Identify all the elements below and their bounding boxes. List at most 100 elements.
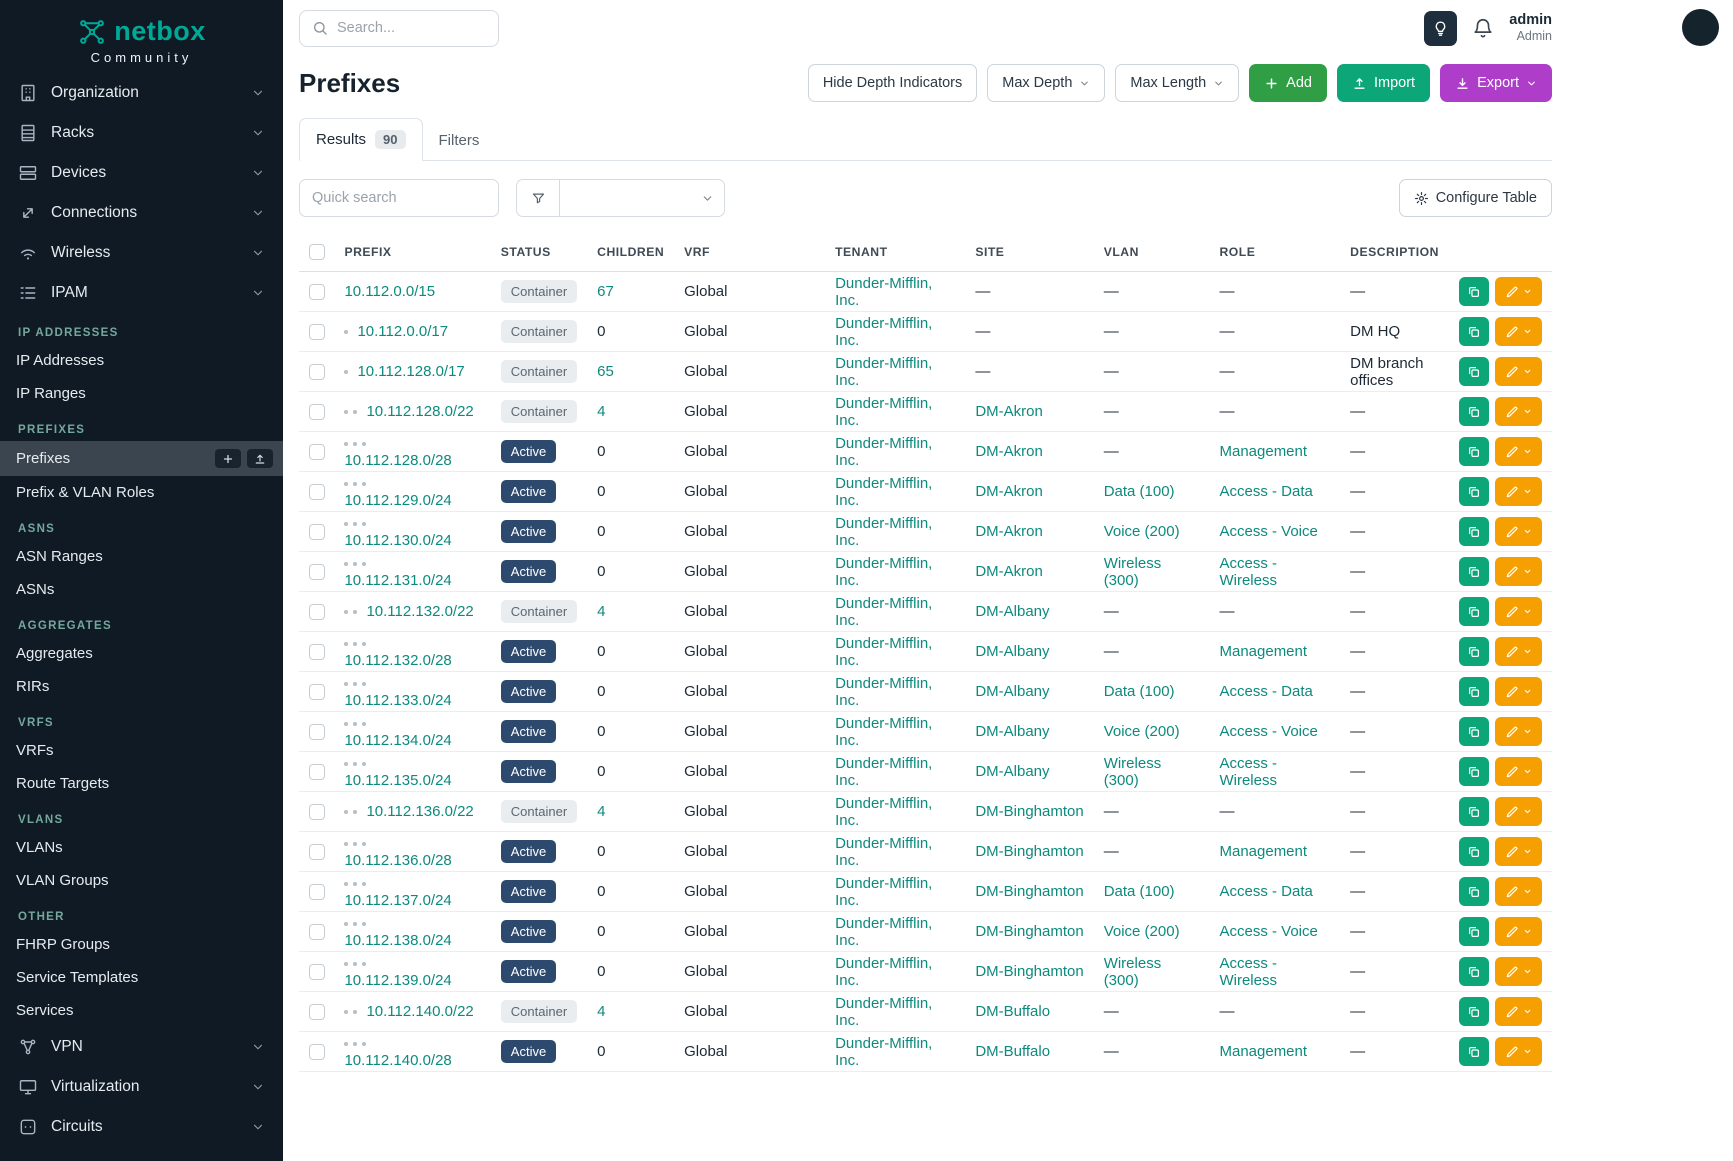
role-link[interactable]: Management (1219, 443, 1308, 460)
prefix-link[interactable]: 10.112.140.0/22 (366, 1003, 474, 1020)
prefix-link[interactable]: 10.112.130.0/24 (344, 531, 452, 549)
copy-button[interactable] (1459, 677, 1489, 706)
prefix-link[interactable]: 10.112.138.0/24 (344, 931, 452, 949)
column-header-children[interactable]: CHILDREN (587, 233, 675, 272)
role-link[interactable]: Management (1219, 643, 1308, 660)
row-checkbox[interactable] (309, 443, 325, 460)
row-checkbox[interactable] (309, 323, 325, 340)
edit-button[interactable] (1495, 1037, 1542, 1066)
notifications-button[interactable] (1472, 17, 1494, 39)
copy-button[interactable] (1459, 637, 1489, 666)
copy-button[interactable] (1459, 317, 1489, 346)
copy-button[interactable] (1459, 437, 1489, 466)
site-link[interactable]: DM-Albany (975, 763, 1050, 780)
max-depth-dropdown[interactable]: Max Depth (987, 64, 1106, 102)
role-link[interactable]: Access - Data (1219, 683, 1313, 700)
prefix-link[interactable]: 10.112.135.0/24 (344, 771, 452, 789)
saved-filter-select[interactable] (559, 179, 725, 217)
site-link[interactable]: DM-Binghamton (975, 883, 1084, 900)
copy-button[interactable] (1459, 877, 1489, 906)
tenant-link[interactable]: Dunder-Mifflin, Inc. (835, 274, 933, 309)
copy-button[interactable] (1459, 597, 1489, 626)
vlan-link[interactable]: Voice (200) (1103, 723, 1180, 740)
sidebar-item-vlan-groups[interactable]: VLAN Groups (0, 864, 283, 897)
site-link[interactable]: DM-Buffalo (975, 1043, 1051, 1060)
edit-button[interactable] (1495, 717, 1542, 746)
children-link[interactable]: 67 (597, 283, 614, 300)
row-checkbox[interactable] (309, 603, 325, 620)
row-checkbox[interactable] (309, 563, 325, 580)
copy-button[interactable] (1459, 1037, 1489, 1066)
site-link[interactable]: DM-Albany (975, 723, 1050, 740)
prefix-link[interactable]: 10.112.136.0/28 (344, 851, 452, 869)
copy-button[interactable] (1459, 477, 1489, 506)
prefix-link[interactable]: 10.112.136.0/22 (366, 803, 474, 820)
sidebar-item-rirs[interactable]: RIRs (0, 670, 283, 703)
global-search[interactable] (299, 9, 499, 47)
row-checkbox[interactable] (309, 963, 325, 980)
configure-table-button[interactable]: Configure Table (1398, 179, 1552, 217)
row-checkbox[interactable] (309, 883, 325, 900)
site-link[interactable]: DM-Binghamton (975, 843, 1084, 860)
site-link[interactable]: DM-Buffalo (975, 1003, 1051, 1020)
sidebar-item-ip-addresses[interactable]: IP Addresses (0, 344, 283, 377)
search-input[interactable] (337, 20, 486, 36)
copy-button[interactable] (1459, 357, 1489, 386)
edit-button[interactable] (1495, 397, 1542, 426)
tab-results[interactable]: Results 90 (299, 118, 423, 161)
row-checkbox[interactable] (309, 723, 325, 740)
children-link[interactable]: 4 (597, 1003, 606, 1020)
role-link[interactable]: Management (1219, 843, 1308, 860)
vlan-link[interactable]: Wireless (300) (1103, 754, 1162, 789)
add-button[interactable]: Add (1249, 64, 1327, 102)
edit-button[interactable] (1495, 757, 1542, 786)
column-header-description[interactable]: DESCRIPTION (1340, 233, 1449, 272)
theme-toggle-button[interactable] (1424, 10, 1458, 46)
role-link[interactable]: Access - Voice (1219, 923, 1318, 940)
tenant-link[interactable]: Dunder-Mifflin, Inc. (835, 394, 933, 429)
quick-add-button[interactable] (215, 449, 241, 468)
sidebar-item-circuits[interactable]: Circuits (0, 1107, 283, 1147)
sidebar-item-asns[interactable]: ASNs (0, 573, 283, 606)
tenant-link[interactable]: Dunder-Mifflin, Inc. (835, 794, 933, 829)
vlan-link[interactable]: Data (100) (1103, 483, 1175, 500)
role-link[interactable]: Access - Voice (1219, 723, 1318, 740)
sidebar-item-route-targets[interactable]: Route Targets (0, 767, 283, 800)
edit-button[interactable] (1495, 837, 1542, 866)
role-link[interactable]: Management (1219, 1043, 1308, 1060)
row-checkbox[interactable] (309, 283, 325, 300)
site-link[interactable]: DM-Akron (975, 483, 1043, 500)
prefix-link[interactable]: 10.112.137.0/24 (344, 891, 452, 909)
sidebar-item-services[interactable]: Services (0, 994, 283, 1027)
copy-button[interactable] (1459, 917, 1489, 946)
prefix-link[interactable]: 10.112.129.0/24 (344, 491, 452, 509)
prefix-link[interactable]: 10.112.140.0/28 (344, 1051, 452, 1069)
role-link[interactable]: Access - Wireless (1219, 554, 1277, 589)
row-checkbox[interactable] (309, 683, 325, 700)
row-checkbox[interactable] (309, 803, 325, 820)
row-checkbox[interactable] (309, 923, 325, 940)
vlan-link[interactable]: Voice (200) (1103, 523, 1180, 540)
sidebar-item-connections[interactable]: Connections (0, 193, 283, 233)
import-button[interactable]: Import (1336, 64, 1431, 102)
prefix-link[interactable]: 10.112.132.0/22 (366, 603, 474, 620)
copy-button[interactable] (1459, 717, 1489, 746)
column-header-prefix[interactable]: PREFIX (334, 233, 491, 272)
select-all-checkbox[interactable] (309, 244, 325, 260)
row-checkbox[interactable] (309, 1003, 325, 1020)
user-menu[interactable]: admin Admin (1509, 12, 1552, 44)
copy-button[interactable] (1459, 997, 1489, 1026)
tenant-link[interactable]: Dunder-Mifflin, Inc. (835, 874, 933, 909)
copy-button[interactable] (1459, 517, 1489, 546)
copy-button[interactable] (1459, 797, 1489, 826)
site-link[interactable]: DM-Akron (975, 403, 1043, 420)
tenant-link[interactable]: Dunder-Mifflin, Inc. (835, 994, 933, 1029)
row-checkbox[interactable] (309, 523, 325, 540)
tenant-link[interactable]: Dunder-Mifflin, Inc. (835, 714, 933, 749)
sidebar-item-aggregates[interactable]: Aggregates (0, 637, 283, 670)
row-checkbox[interactable] (309, 403, 325, 420)
sidebar-item-wireless[interactable]: Wireless (0, 233, 283, 273)
prefix-link[interactable]: 10.112.0.0/17 (357, 323, 449, 340)
edit-button[interactable] (1495, 557, 1542, 586)
children-link[interactable]: 4 (597, 603, 606, 620)
